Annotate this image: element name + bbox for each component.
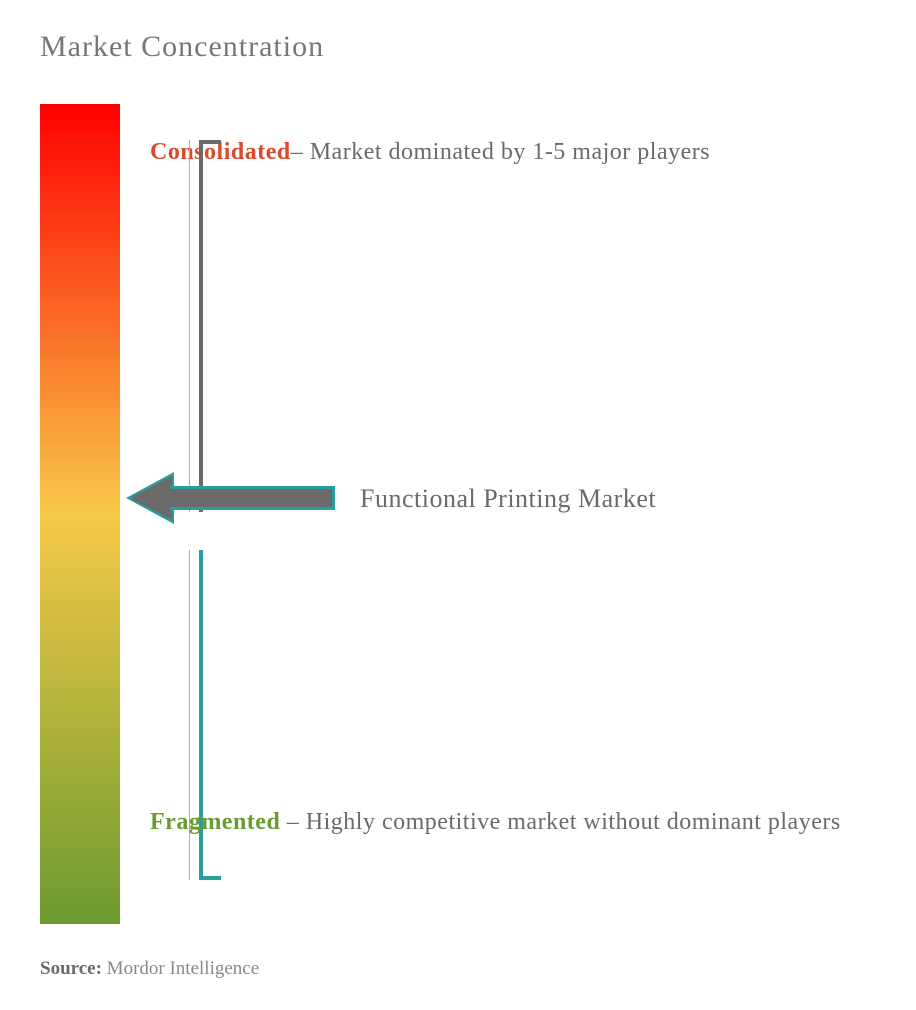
gradient-scale-bar [40,104,120,924]
fragmented-label: Fragmented [150,809,280,835]
page-title: Market Concentration [40,30,876,64]
arrow-shaft [170,486,335,510]
annotation-region: Consolidated– Market dominated by 1-5 ma… [150,104,870,924]
source-attribution: Source: Mordor Intelligence [40,958,259,980]
consolidated-desc: – Market dominated by 1-5 major players [291,139,710,165]
bracket-upper-line-thin [189,140,190,512]
concentration-diagram: Consolidated– Market dominated by 1-5 ma… [40,104,876,924]
consolidated-annotation: Consolidated– Market dominated by 1-5 ma… [150,124,850,182]
arrow-head-icon [130,476,172,520]
bracket-bottom-stub [199,876,221,880]
marker-arrow: Functional Printing Market [130,478,360,518]
fragmented-desc: – Highly competitive market without domi… [280,809,840,835]
bracket-upper-line [199,140,203,512]
marker-label: Functional Printing Market [360,484,656,514]
source-text: Mordor Intelligence [102,958,259,979]
fragmented-annotation: Fragmented – Highly competitive market w… [150,794,850,852]
source-prefix: Source: [40,958,102,979]
